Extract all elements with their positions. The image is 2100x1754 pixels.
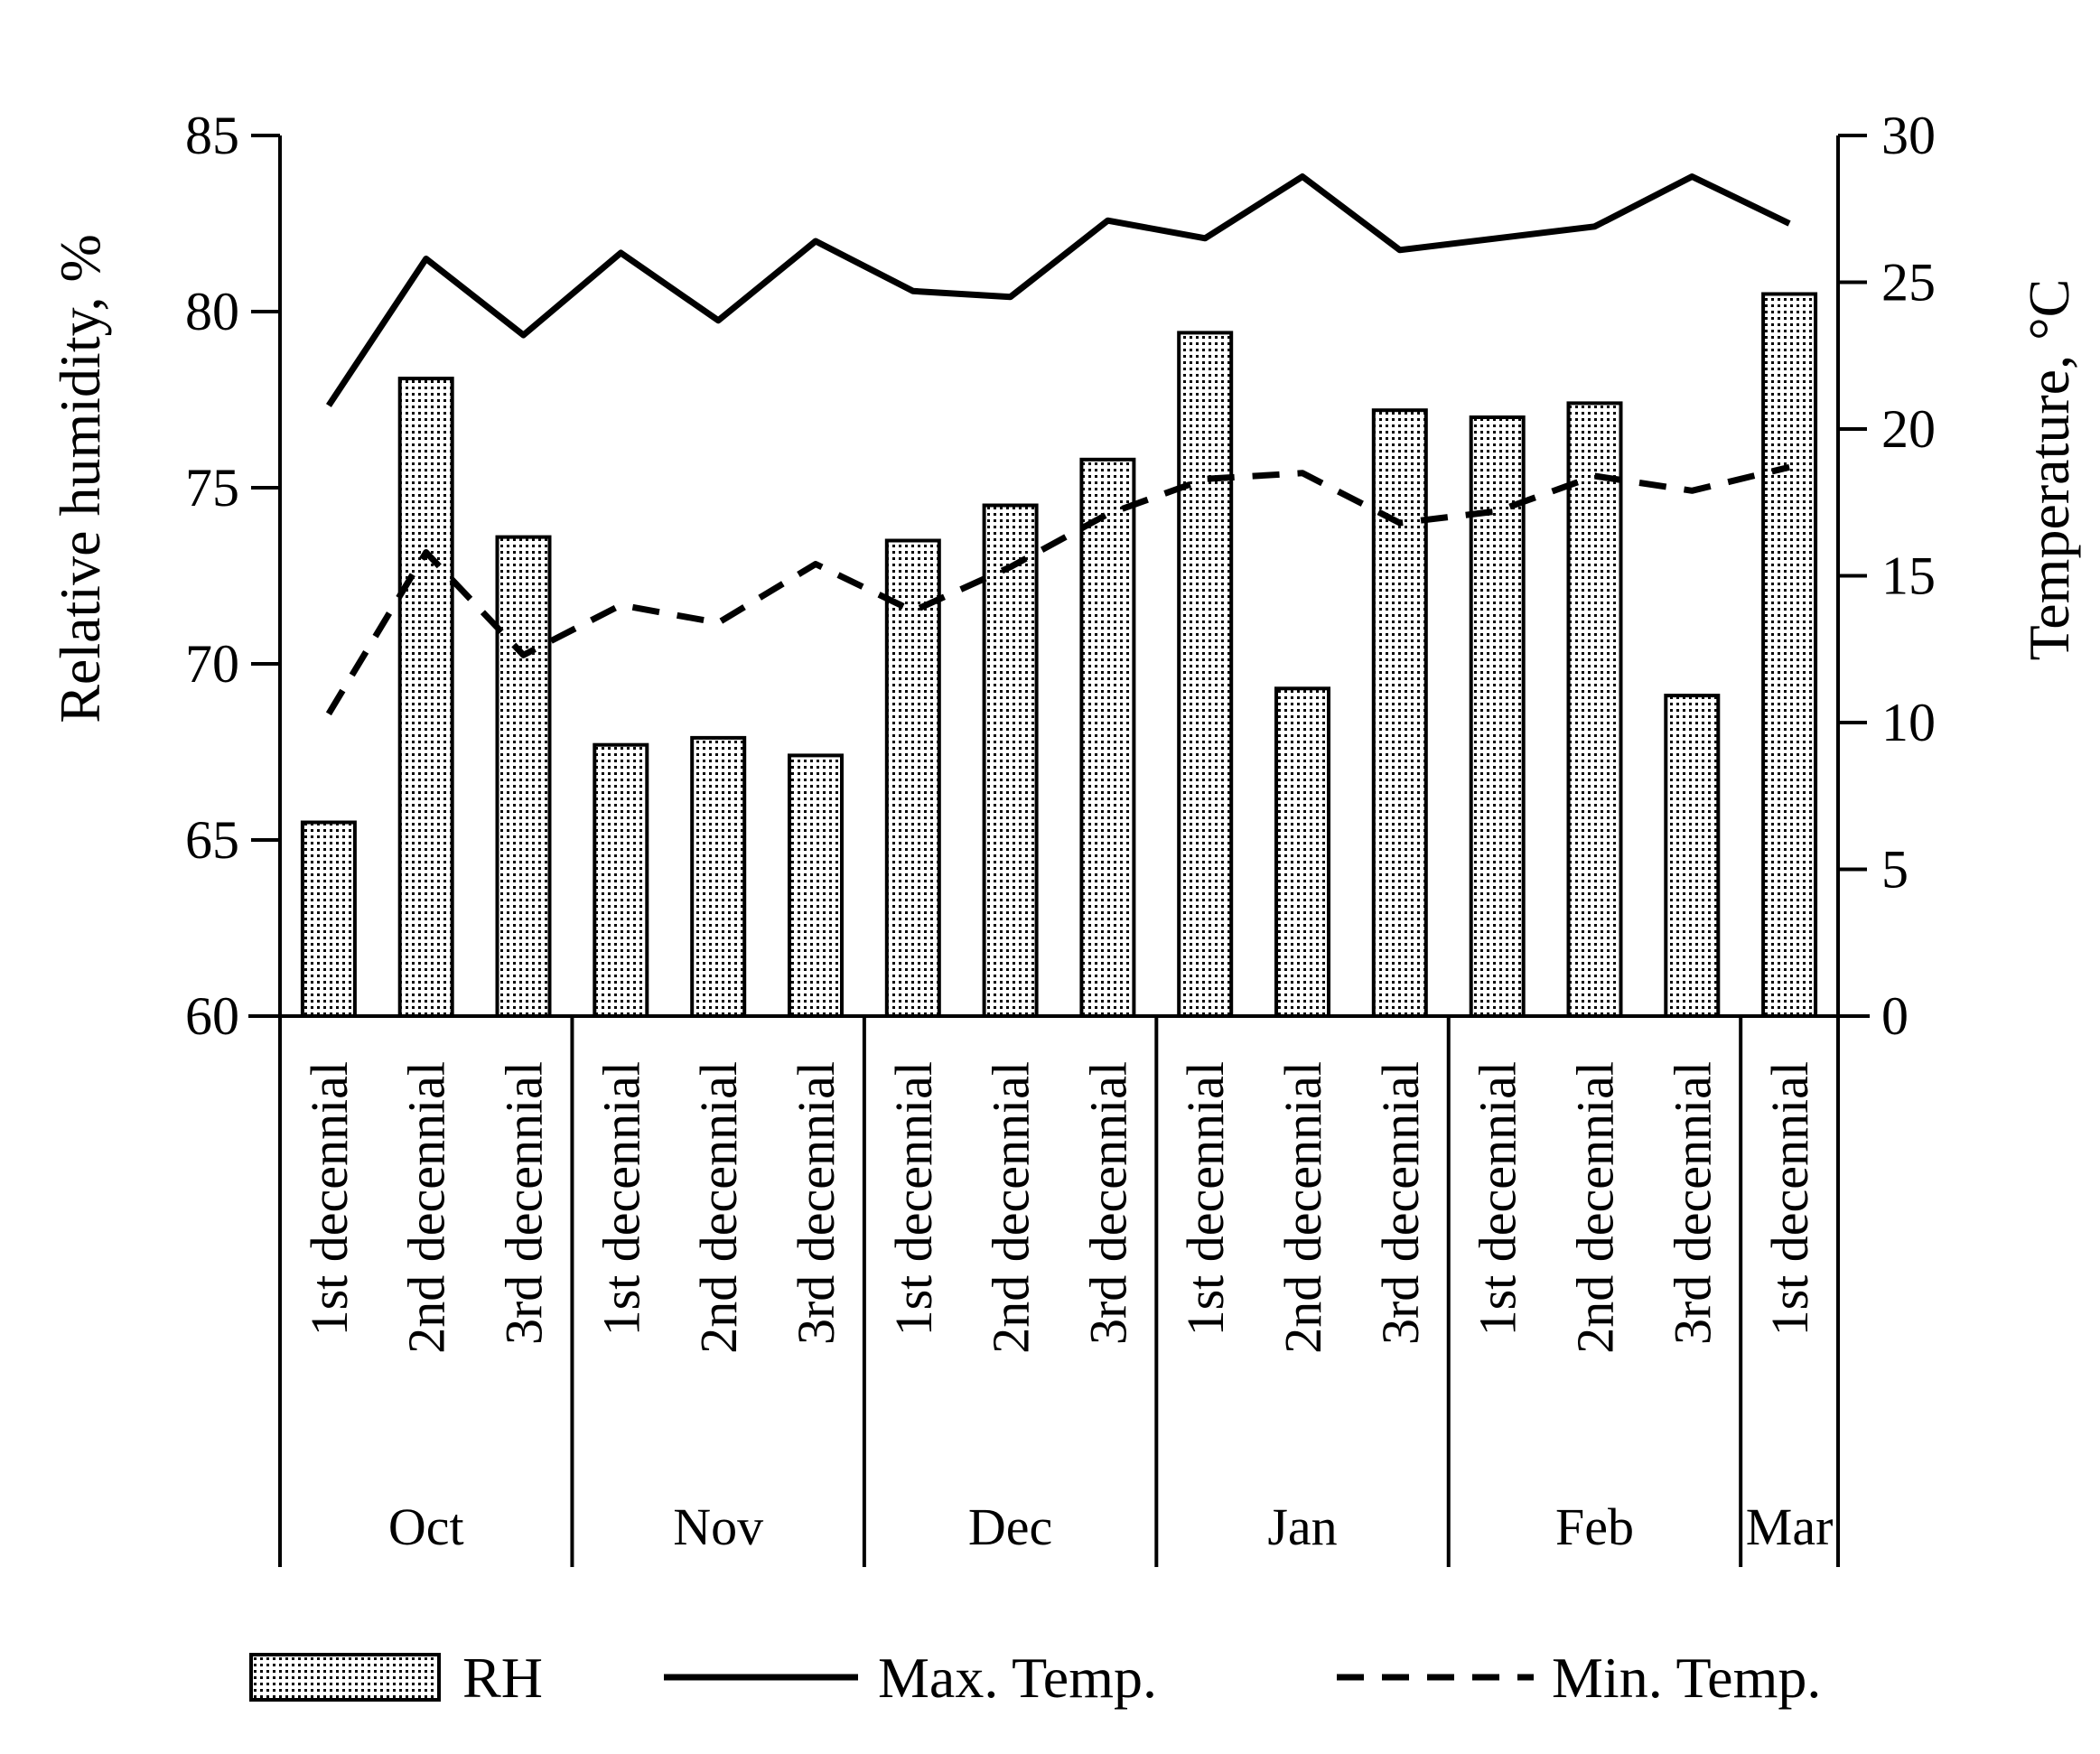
min-temp-line — [325, 463, 1790, 716]
rh-bar — [690, 735, 747, 1019]
rh-bar — [1566, 401, 1623, 1018]
rh-bar — [495, 535, 552, 1018]
category-label: 2nd decennial — [1565, 1061, 1624, 1354]
rh-bar — [1371, 408, 1428, 1018]
left-tick-label: 80 — [185, 282, 239, 341]
left-tick-label: 70 — [185, 634, 239, 694]
category-label: 3rd decennial — [787, 1061, 845, 1345]
category-label: 1st decennial — [300, 1061, 359, 1336]
legend-min-temp-label: Min. Temp. — [1552, 1646, 1821, 1710]
month-label: Jan — [1267, 1497, 1337, 1556]
month-label: Feb — [1555, 1497, 1634, 1556]
rh-bar — [788, 753, 844, 1019]
y-left-title: Relative humidity, % — [48, 234, 112, 723]
rh-bar — [1469, 415, 1526, 1018]
rh-bar — [1079, 457, 1136, 1018]
category-label: 3rd decennial — [1078, 1061, 1137, 1345]
left-tick-label: 85 — [185, 106, 239, 165]
legend-rh-label: RH — [462, 1646, 543, 1710]
right-tick-label: 0 — [1881, 986, 1909, 1046]
category-label: 1st decennial — [1760, 1061, 1819, 1336]
category-label: 1st decennial — [884, 1061, 943, 1336]
month-label: Nov — [673, 1497, 763, 1556]
y-right-title: Temperature, °C — [2017, 279, 2081, 661]
right-tick-label: 25 — [1881, 253, 1936, 313]
left-tick-label: 60 — [185, 986, 239, 1046]
category-label: 1st decennial — [1176, 1061, 1235, 1336]
rh-bar — [1274, 686, 1330, 1018]
legend-max-temp-label: Max. Temp. — [878, 1646, 1157, 1710]
month-label: Dec — [968, 1497, 1052, 1556]
rh-bar — [1664, 694, 1721, 1018]
rh-bar — [884, 538, 941, 1018]
rh-bar — [1761, 292, 1818, 1018]
right-tick-label: 5 — [1881, 840, 1909, 900]
left-tick-label: 75 — [185, 458, 239, 518]
rh-bar — [982, 503, 1039, 1018]
category-label: 3rd decennial — [1663, 1061, 1722, 1345]
category-label: 1st decennial — [1469, 1061, 1527, 1336]
right-tick-label: 30 — [1881, 106, 1936, 165]
legend-rh-swatch — [249, 1653, 441, 1702]
right-tick-label: 10 — [1881, 693, 1936, 752]
category-label: 3rd decennial — [1371, 1061, 1430, 1345]
category-label: 2nd decennial — [689, 1061, 748, 1354]
right-tick-label: 20 — [1881, 399, 1936, 459]
month-label: Mar — [1746, 1497, 1834, 1556]
category-label: 3rd decennial — [495, 1061, 554, 1345]
rh-bar — [593, 742, 649, 1018]
rh-bar — [397, 377, 454, 1019]
max-temp-line — [325, 173, 1791, 407]
right-tick-label: 15 — [1881, 546, 1936, 606]
left-tick-label: 65 — [185, 810, 239, 870]
category-label: 1st decennial — [592, 1061, 650, 1336]
rh-bar — [1177, 331, 1234, 1018]
category-label: 2nd decennial — [982, 1061, 1041, 1354]
rh-bar — [300, 820, 357, 1018]
category-label: 2nd decennial — [1274, 1061, 1332, 1354]
category-label: 2nd decennial — [397, 1061, 456, 1354]
plot-area: 60 65 70 75 80 85 0 5 10 15 20 25 30 1st decennial 2nd… — [48, 106, 2081, 1710]
month-label: Oct — [388, 1497, 464, 1556]
